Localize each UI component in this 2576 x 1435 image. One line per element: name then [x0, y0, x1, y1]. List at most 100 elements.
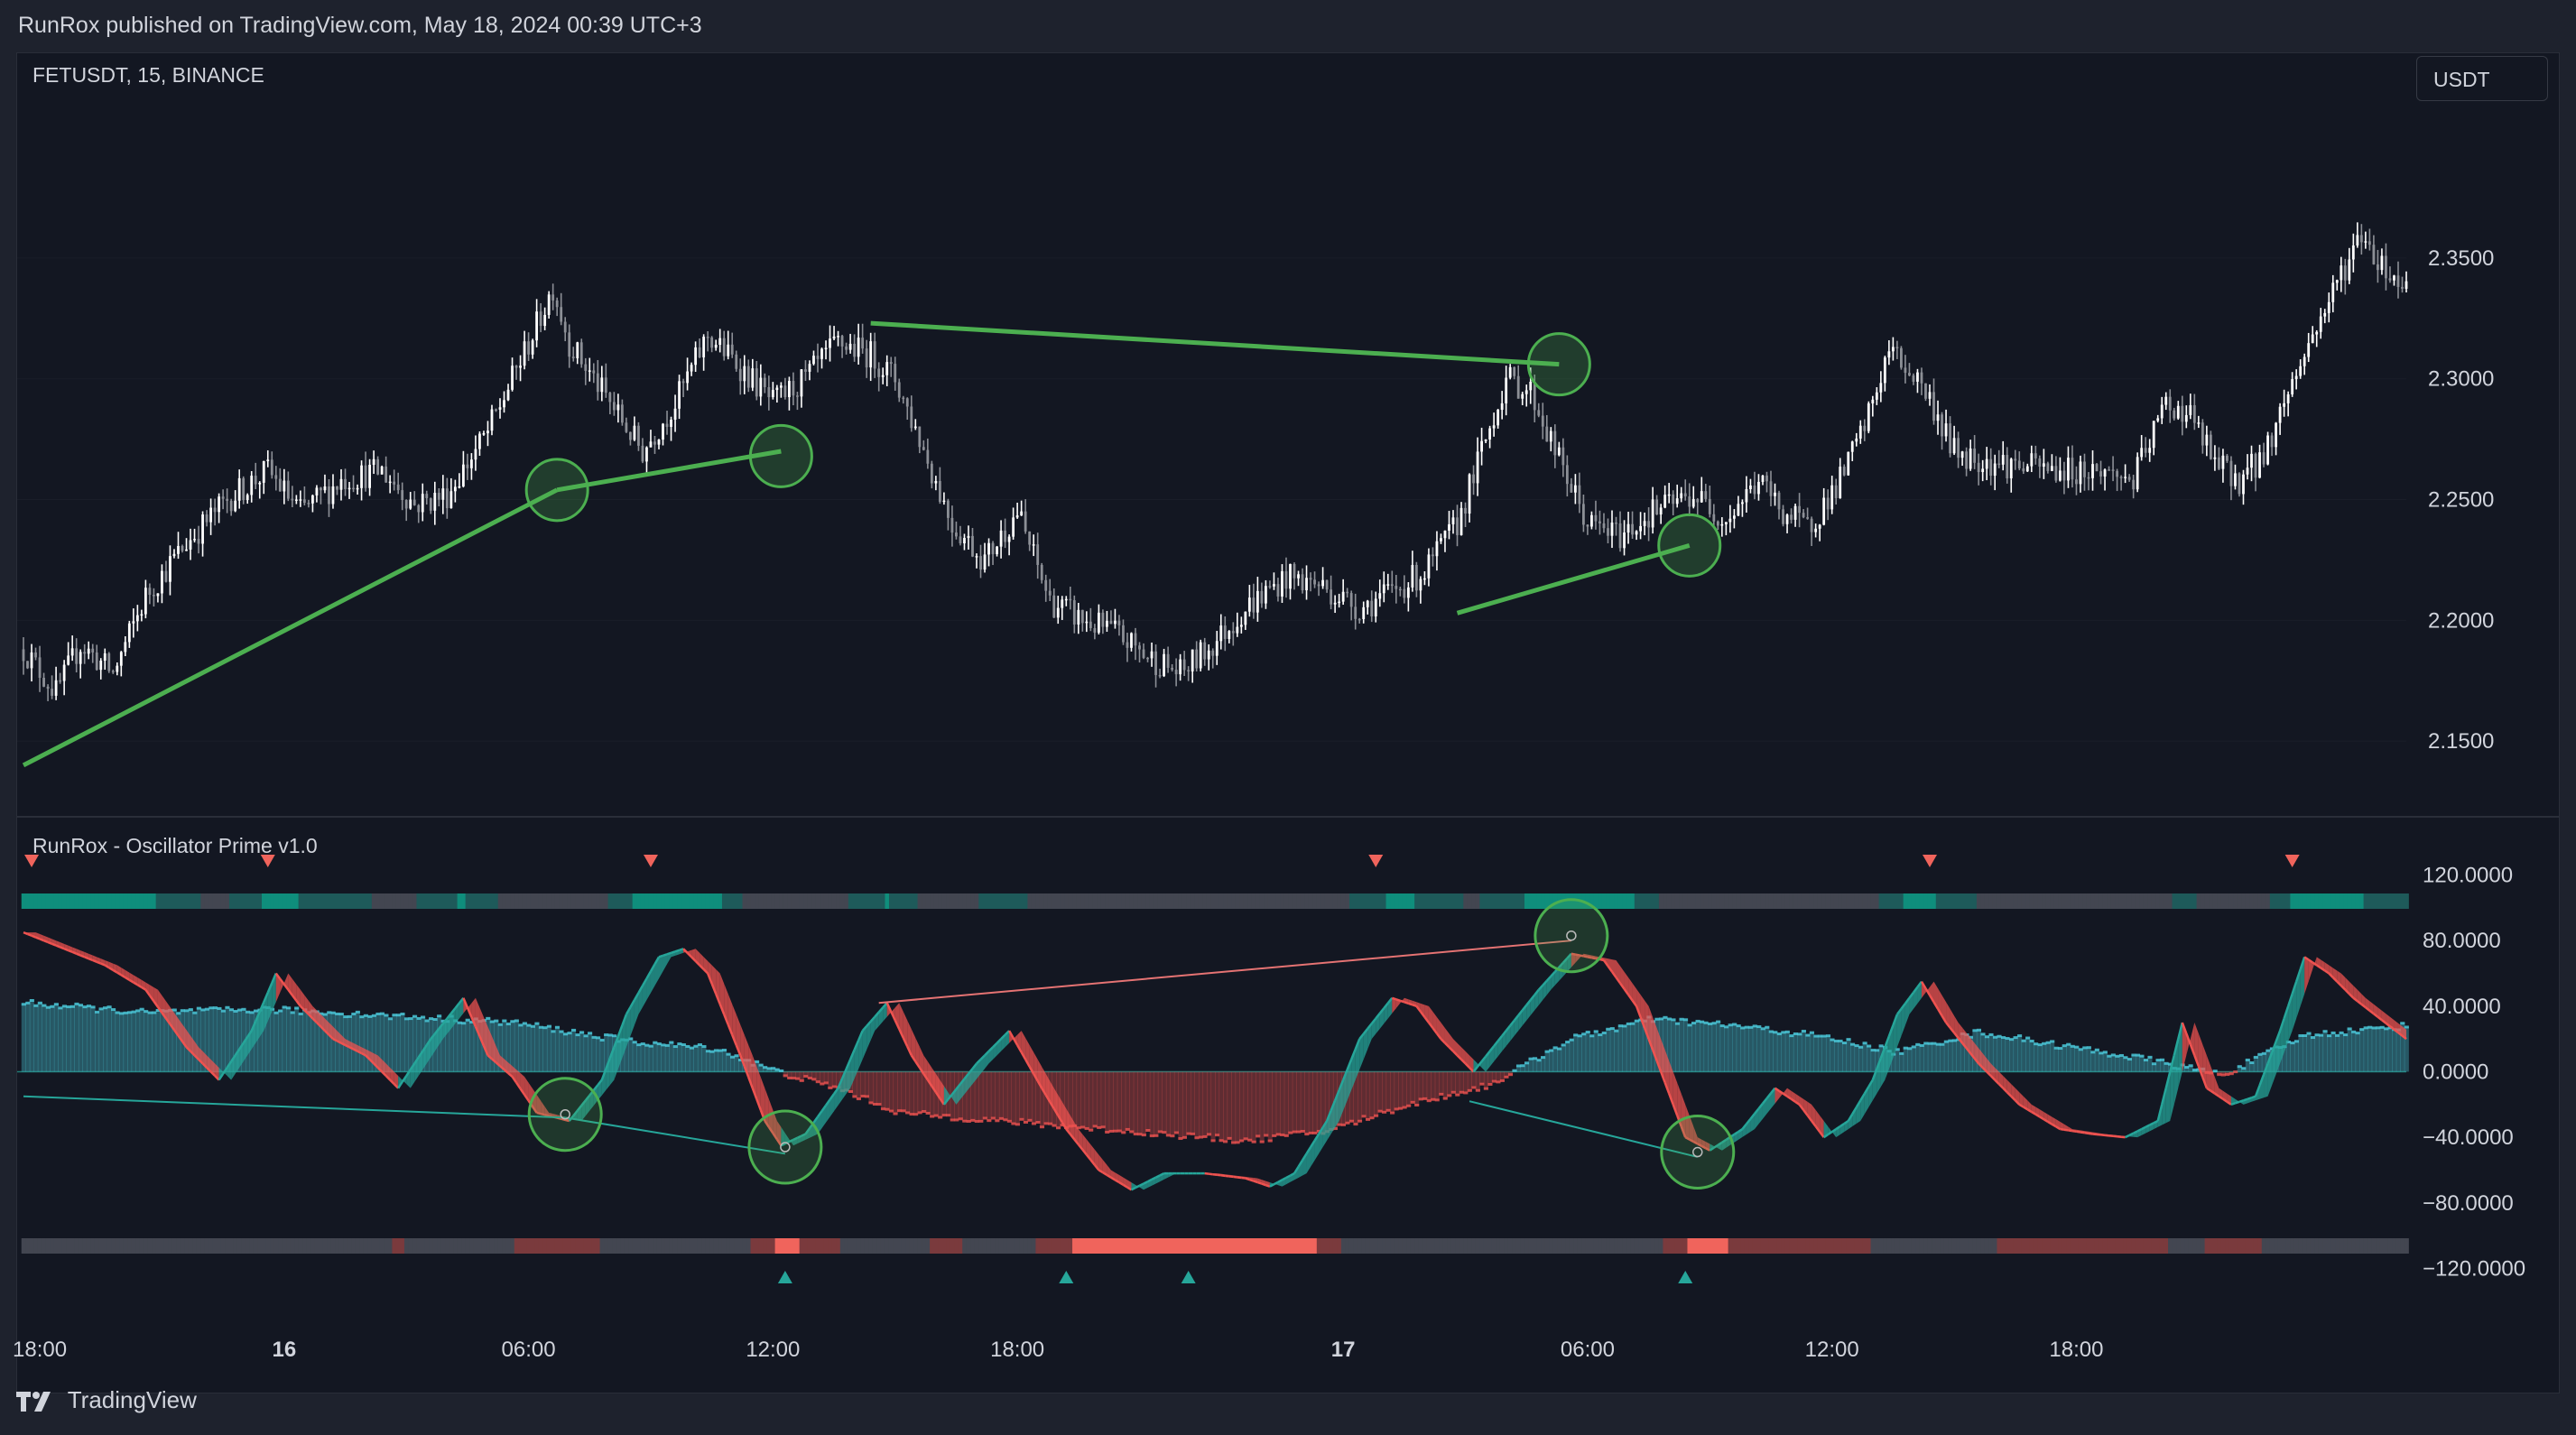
candle-body	[1289, 564, 1292, 589]
oscillator-line-segment	[1106, 1173, 1112, 1179]
oscillator-line-segment	[1525, 999, 1532, 1006]
wave-bar	[1231, 1071, 1237, 1143]
trend-bar-bottom-segment	[1854, 1238, 1859, 1254]
wave-bar	[836, 1071, 841, 1088]
candle-body	[1427, 554, 1431, 579]
wave-edge	[200, 1008, 206, 1012]
wave-edge	[1467, 1088, 1472, 1092]
trend-bar-top-segment	[1943, 893, 1949, 909]
oscillator-line-segment	[775, 1138, 783, 1146]
candle	[1802, 509, 1805, 519]
candle-body	[503, 400, 505, 408]
candle	[1928, 384, 1932, 406]
wave-edge	[852, 1095, 857, 1098]
wave-edge	[530, 1024, 535, 1028]
trend-bar-bottom-segment	[42, 1238, 47, 1254]
candle-body	[2278, 406, 2282, 423]
trend-bar-bottom-segment	[1406, 1238, 1412, 1254]
trend-bar-bottom-segment	[1867, 1238, 1872, 1254]
trend-bar-bottom-segment	[1080, 1238, 1086, 1254]
wave-edge	[1092, 1125, 1098, 1128]
trend-bar-bottom-segment	[1935, 1238, 1941, 1254]
trend-bar-top-segment	[1011, 893, 1016, 909]
wave-edge	[828, 1086, 833, 1089]
trend-bar-bottom-segment	[1776, 1238, 1782, 1254]
wave-bar	[497, 1024, 503, 1072]
trend-bar-bottom-segment	[1105, 1238, 1110, 1254]
trend-bar-bottom-segment	[424, 1238, 430, 1254]
candle	[523, 330, 526, 370]
trend-bar-top-segment	[1622, 893, 1627, 909]
wave-edge	[644, 1043, 650, 1047]
wave-edge	[1304, 1133, 1310, 1136]
trend-bar-bottom-segment	[1507, 1238, 1514, 1254]
candle	[2184, 405, 2188, 429]
wave-edge	[1630, 1022, 1635, 1025]
wave-edge	[371, 1014, 376, 1017]
trend-bar-top-segment	[147, 893, 153, 909]
candle	[311, 494, 314, 513]
candle	[75, 638, 79, 673]
candle-body	[662, 423, 664, 440]
oscillator-line-segment	[295, 1000, 301, 1007]
trend-bar-bottom-segment	[831, 1238, 837, 1254]
oscillator-line-segment	[486, 1054, 493, 1060]
candle	[1089, 607, 1092, 632]
wave-bar	[2225, 1071, 2230, 1075]
candle-body	[792, 381, 795, 396]
candle	[905, 397, 909, 421]
trend-bar-top-segment	[1039, 893, 1045, 909]
wave-edge	[1052, 1124, 1057, 1127]
wave-bar	[2086, 1047, 2091, 1072]
wave-bar	[1377, 1071, 1383, 1112]
ribbon-segment	[630, 1000, 635, 1037]
trend-bar-top-segment	[1825, 893, 1831, 909]
trend-bar-bottom-segment	[2253, 1238, 2258, 1254]
wave-edge	[966, 1119, 971, 1123]
candle	[2119, 475, 2123, 491]
wave-bar	[1703, 1023, 1709, 1072]
wave-bar	[1157, 1071, 1163, 1132]
candle	[46, 684, 50, 701]
candle-body	[1969, 448, 1972, 469]
trend-bar-top-segment	[1154, 893, 1159, 909]
wave-edge	[766, 1067, 772, 1070]
wave-bar	[661, 1044, 666, 1072]
trend-bar-top-segment	[1178, 893, 1183, 909]
candle	[767, 375, 771, 411]
ribbon-segment	[862, 1025, 867, 1060]
wave-bar	[1374, 1071, 1379, 1116]
ribbon-segment	[870, 1016, 876, 1041]
trend-bar-top-segment	[257, 893, 263, 909]
wave-bar	[570, 1030, 577, 1072]
candle-body	[156, 593, 160, 597]
trend-bar-bottom-segment	[685, 1238, 690, 1254]
trend-bar-bottom-segment	[465, 1238, 470, 1254]
wave-edge	[1206, 1133, 1212, 1136]
wave-edge	[29, 999, 34, 1002]
candle-body	[955, 532, 958, 537]
chart-frame[interactable]	[16, 52, 2560, 1393]
trend-bar-top-segment	[551, 893, 556, 909]
wave-bar	[1536, 1060, 1542, 1072]
trend-bar-bottom-segment	[1650, 1238, 1655, 1254]
trend-bar-bottom-segment	[1491, 1238, 1496, 1254]
wave-bar	[1011, 1071, 1016, 1125]
candle-body	[2034, 453, 2037, 458]
candle	[539, 302, 542, 333]
oscillator-line-segment	[1579, 954, 1584, 958]
candle	[474, 435, 477, 471]
oscillator-line-segment	[874, 1011, 880, 1018]
trend-bar-top-segment	[363, 893, 368, 909]
wave-bar	[1903, 1048, 1908, 1072]
wave-bar	[2359, 1029, 2365, 1072]
trend-bar-top-segment	[489, 893, 495, 909]
oscillator-line-segment	[401, 1075, 408, 1083]
ribbon-segment	[691, 949, 696, 961]
trend-bar-bottom-segment	[306, 1238, 311, 1254]
oscillator-line-segment	[804, 1127, 811, 1135]
wave-bar	[1431, 1071, 1436, 1100]
trend-bar-bottom-segment	[689, 1238, 694, 1254]
wave-bar	[21, 1004, 26, 1072]
